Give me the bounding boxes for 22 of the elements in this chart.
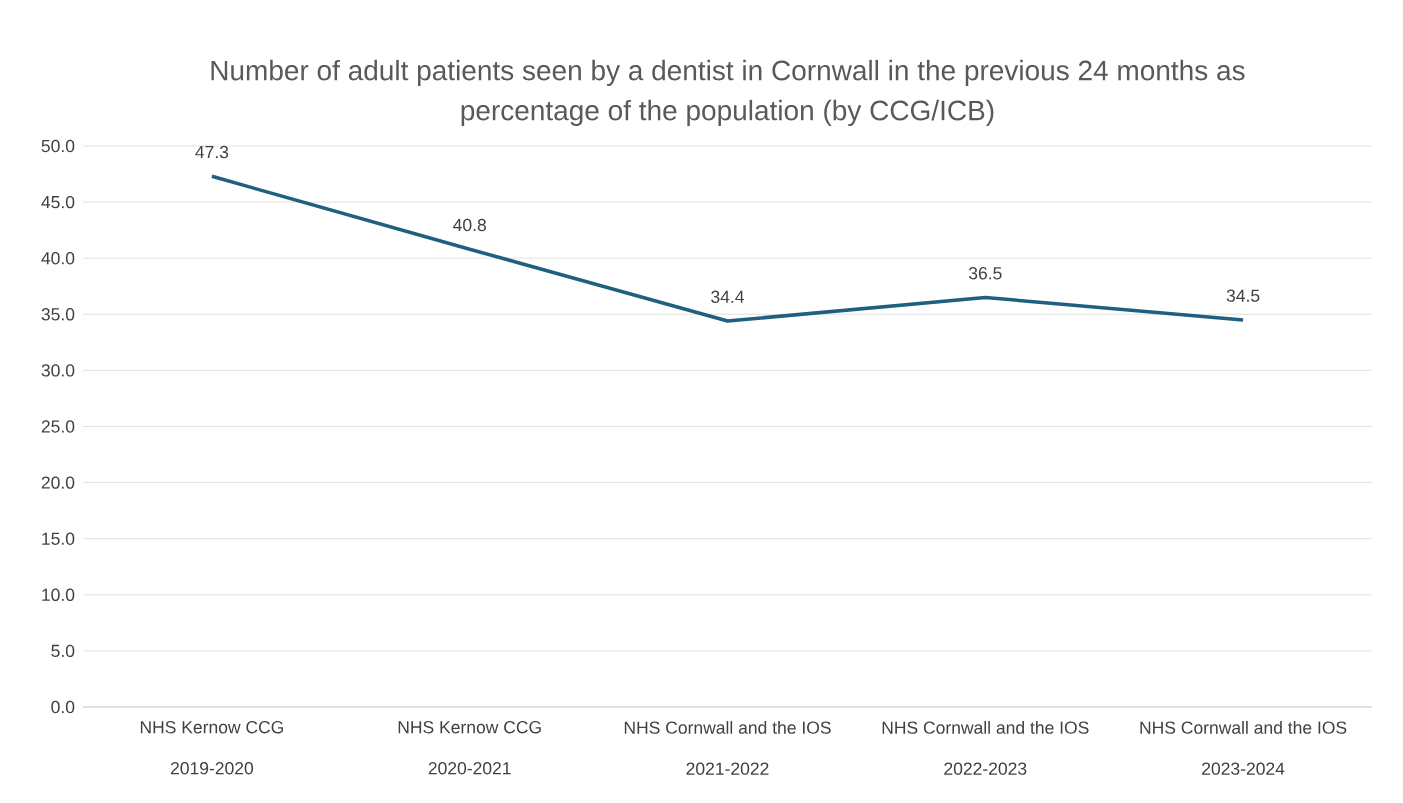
y-tick-label: 20.0 <box>41 476 75 489</box>
y-tick-label: 45.0 <box>41 195 75 209</box>
y-tick-label: 10.0 <box>42 588 75 601</box>
data-label: 34.5 <box>1226 289 1260 302</box>
y-tick-label: 15.0 <box>42 532 75 545</box>
data-label: 34.4 <box>711 290 745 303</box>
y-tick-label: 5.0 <box>51 644 75 658</box>
y-tick-label: 35.0 <box>41 308 75 321</box>
category-label: NHS Cornwall and the IOS 2021-2022 <box>624 721 831 775</box>
data-label: 36.5 <box>968 267 1002 280</box>
y-tick-label: 50.0 <box>41 139 75 153</box>
y-tick-label: 30.0 <box>41 364 75 377</box>
y-tick-label: 25.0 <box>41 420 75 433</box>
category-label: NHS Cornwall and the IOS 2023-2024 <box>1140 721 1347 775</box>
category-label: NHS Kernow CCG 2019-2020 <box>140 721 284 775</box>
data-label: 47.3 <box>195 145 229 159</box>
data-label: 40.8 <box>453 218 486 232</box>
chart-title: Number of adult patients seen by a dentist in Cornwall in the previous 24 months as percentage of the population (by CCG/ICB) <box>211 59 1245 126</box>
y-tick-label: 0.0 <box>51 700 75 714</box>
category-label: NHS Cornwall and the IOS 2022-2023 <box>882 721 1089 775</box>
y-tick-label: 40.0 <box>41 252 75 265</box>
category-label: NHS Kernow CCG 2020-2021 <box>398 721 541 775</box>
